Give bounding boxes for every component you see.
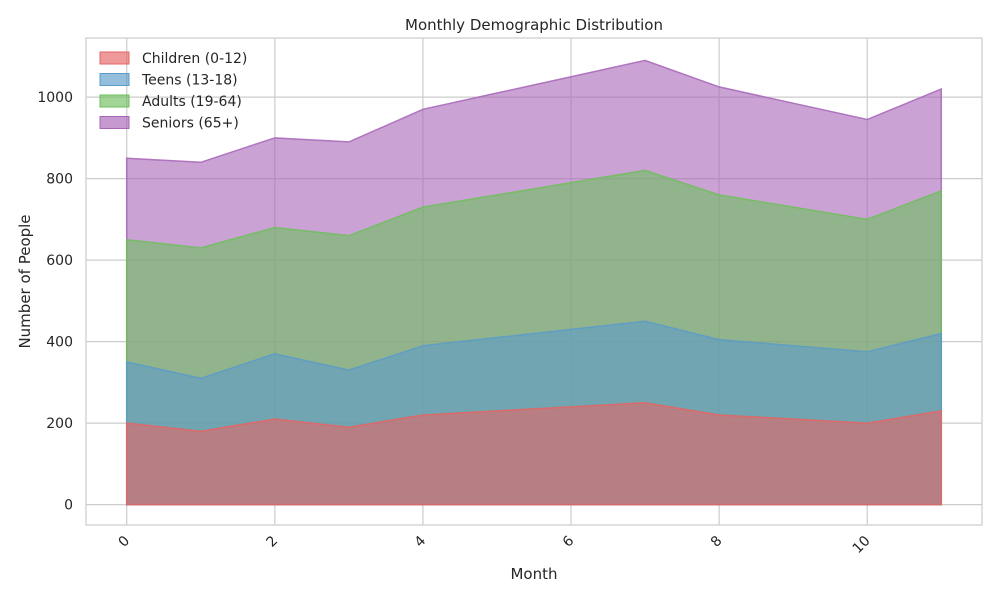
x-axis-label: Month [510,565,557,583]
y-axis-label: Number of People [16,214,34,348]
y-tick-label: 0 [64,498,73,514]
x-tick-label: 10 [850,533,874,557]
legend-label: Seniors (65+) [142,116,239,132]
x-tick-label: 4 [412,533,430,551]
plot-frame [85,37,983,526]
legend-label: Teens (13-18) [141,73,238,89]
chart-title: Monthly Demographic Distribution [405,16,663,34]
y-tick-label: 1000 [37,90,73,106]
y-tick-label: 400 [46,335,73,351]
legend-swatch [99,94,130,108]
x-tick-label: 6 [560,533,578,551]
area-children-0-12 [125,401,943,506]
legend-label: Adults (19-64) [142,94,242,110]
area-series [125,59,943,506]
x-tick-label: 2 [264,533,282,551]
legend-swatch [99,73,130,86]
legend-label: Children (0-12) [142,51,247,67]
x-tick-label: 8 [708,533,726,551]
legend-swatch [99,51,130,65]
legend-swatch [99,116,130,129]
y-tick-label: 200 [46,416,73,432]
x-tick-label: 0 [115,533,133,551]
y-tick-label: 800 [46,172,73,188]
legend: Children (0-12) Teens (13-18) Adults (19-6… [99,51,247,132]
y-tick-label: 600 [46,253,73,269]
